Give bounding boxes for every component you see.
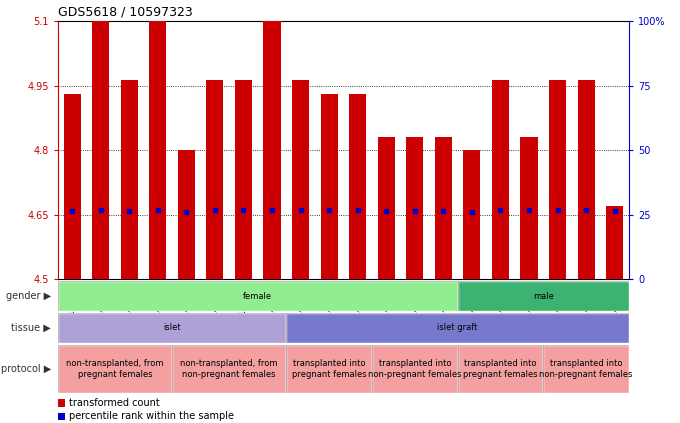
Bar bbox=[435, 137, 452, 279]
Text: percentile rank within the sample: percentile rank within the sample bbox=[69, 412, 234, 421]
Text: gender ▶: gender ▶ bbox=[6, 291, 51, 301]
Bar bbox=[92, 21, 109, 279]
Bar bbox=[263, 21, 281, 279]
Bar bbox=[286, 313, 629, 343]
Bar bbox=[372, 345, 458, 393]
Bar bbox=[58, 313, 286, 343]
Bar bbox=[543, 345, 629, 393]
Bar bbox=[286, 345, 372, 393]
Bar bbox=[320, 94, 338, 279]
Text: female: female bbox=[243, 291, 272, 301]
Bar bbox=[372, 345, 458, 393]
Text: non-transplanted, from
non-pregnant females: non-transplanted, from non-pregnant fema… bbox=[180, 359, 278, 379]
Bar bbox=[549, 80, 566, 279]
Bar bbox=[377, 137, 395, 279]
Text: islet graft: islet graft bbox=[437, 323, 478, 332]
Bar bbox=[577, 80, 595, 279]
Bar bbox=[235, 80, 252, 279]
Bar bbox=[458, 281, 629, 311]
Bar bbox=[292, 80, 309, 279]
Bar bbox=[206, 80, 224, 279]
Text: transplanted into
non-pregnant females: transplanted into non-pregnant females bbox=[539, 359, 633, 379]
Bar bbox=[492, 80, 509, 279]
Bar bbox=[63, 94, 81, 279]
Text: transformed count: transformed count bbox=[69, 398, 160, 408]
Text: protocol ▶: protocol ▶ bbox=[1, 364, 51, 374]
Bar bbox=[58, 345, 172, 393]
Bar bbox=[520, 137, 538, 279]
Bar bbox=[58, 313, 286, 343]
Text: transplanted into
non-pregnant females: transplanted into non-pregnant females bbox=[368, 359, 462, 379]
Bar bbox=[58, 399, 65, 407]
Bar bbox=[286, 313, 629, 343]
Bar bbox=[177, 150, 195, 279]
Text: transplanted into
pregnant females: transplanted into pregnant females bbox=[463, 359, 538, 379]
Bar bbox=[172, 345, 286, 393]
Bar bbox=[458, 345, 543, 393]
Bar bbox=[606, 206, 624, 279]
Bar bbox=[120, 80, 138, 279]
Text: islet: islet bbox=[163, 323, 181, 332]
Text: transplanted into
pregnant females: transplanted into pregnant females bbox=[292, 359, 367, 379]
Bar bbox=[58, 281, 458, 311]
Bar bbox=[172, 345, 286, 393]
Bar bbox=[58, 412, 65, 420]
Text: GDS5618 / 10597323: GDS5618 / 10597323 bbox=[58, 5, 192, 19]
Bar bbox=[58, 281, 458, 311]
Bar bbox=[463, 150, 481, 279]
Bar bbox=[58, 345, 172, 393]
Text: tissue ▶: tissue ▶ bbox=[12, 323, 51, 333]
Text: non-transplanted, from
pregnant females: non-transplanted, from pregnant females bbox=[66, 359, 164, 379]
Bar bbox=[458, 281, 629, 311]
Bar bbox=[543, 345, 629, 393]
Bar bbox=[149, 21, 167, 279]
Bar bbox=[458, 345, 543, 393]
Bar bbox=[406, 137, 424, 279]
Bar bbox=[349, 94, 367, 279]
Bar bbox=[286, 345, 372, 393]
Text: male: male bbox=[533, 291, 554, 301]
